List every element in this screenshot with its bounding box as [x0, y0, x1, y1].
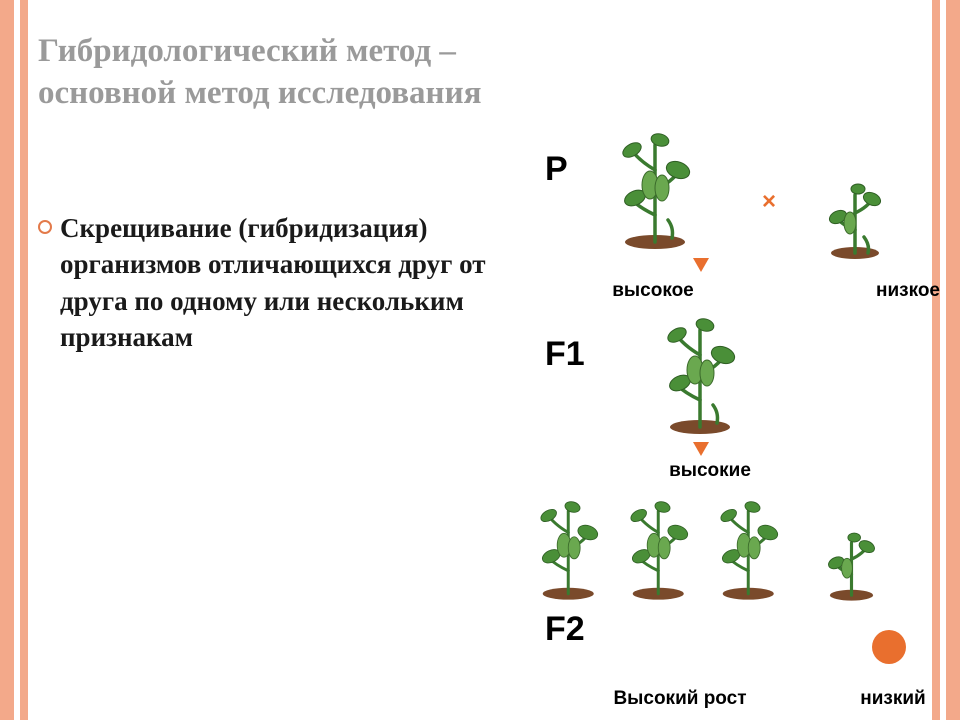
- plant-f2-tall-1: [530, 490, 607, 601]
- caption-f2-tall: Высокий рост: [590, 688, 770, 710]
- generation-label-p: P: [545, 150, 568, 189]
- caption-p-tall: высокое: [608, 280, 698, 302]
- title-line-1: Гибридологический метод –: [38, 33, 456, 69]
- arrow-down-p-to-f1: [693, 258, 709, 272]
- caption-f2-short: низкий: [848, 688, 938, 710]
- caption-f1: высокие: [655, 460, 765, 482]
- plant-f2-tall-3: [710, 490, 787, 601]
- arrow-down-f1-to-f2: [693, 442, 709, 456]
- plant-f2-tall-2: [620, 490, 697, 601]
- plant-p-short: [820, 175, 890, 260]
- generation-label-f2: F2: [545, 610, 585, 649]
- bullet-icon: [38, 220, 52, 234]
- body-paragraph: Скрещивание (гибридизация) организмов от…: [60, 210, 530, 356]
- decor-stripe-left-outer: [0, 0, 14, 720]
- generation-label-f1: F1: [545, 335, 585, 374]
- plant-p-tall: [610, 120, 700, 250]
- decor-stripe-right-outer: [946, 0, 960, 720]
- plant-f2-short: [820, 525, 883, 602]
- title-line-2: основной метод исследования: [38, 75, 481, 111]
- caption-p-short: низкое: [868, 280, 948, 302]
- cross-symbol: ×: [762, 188, 776, 216]
- decor-stripe-right-inner: [932, 0, 940, 720]
- plant-f1: [655, 305, 745, 435]
- decor-dot-icon: [872, 630, 906, 664]
- decor-stripe-left-inner: [20, 0, 28, 720]
- slide-title: Гибридологический метод – основной метод…: [38, 30, 598, 114]
